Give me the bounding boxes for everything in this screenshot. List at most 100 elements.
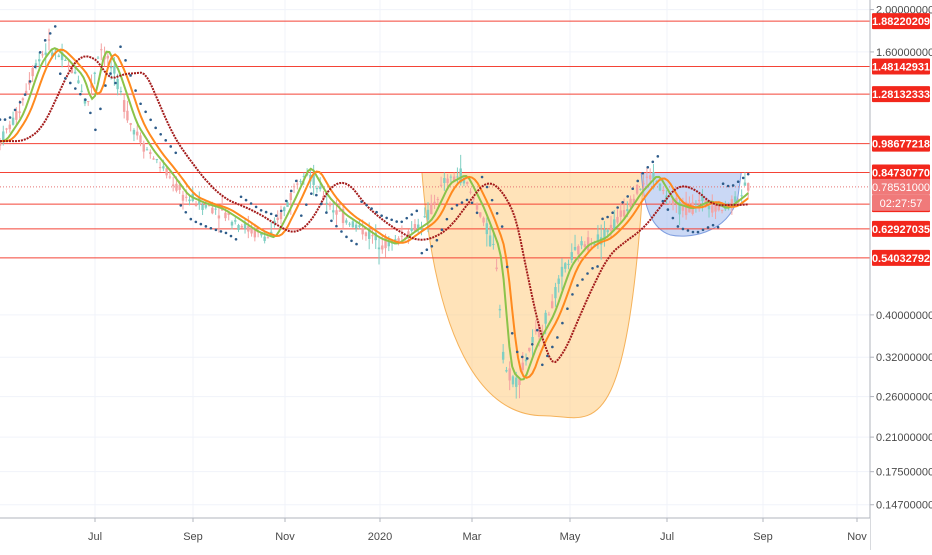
candle-body [260, 233, 263, 236]
candle-body [302, 175, 306, 177]
candle-body [328, 205, 332, 207]
psar-dot [405, 216, 409, 220]
candle-body [341, 208, 345, 224]
candle-body [73, 71, 77, 74]
level-price-label: 1.28132333 [872, 89, 930, 101]
candle-body [397, 238, 400, 243]
psar-dot [525, 357, 529, 360]
candle-body [204, 204, 208, 208]
candle-body [100, 49, 103, 51]
price-labels: 1.88220209 1.48142931 1.28132333 0.98677218… [872, 13, 931, 266]
psar-dot [239, 195, 243, 199]
psar-dot [365, 203, 368, 207]
candle-body [44, 52, 47, 55]
candle-body [312, 174, 315, 185]
psar-dot [259, 208, 263, 212]
psar-dot [721, 182, 725, 186]
psar-dot [490, 198, 494, 202]
psar-dot [43, 39, 47, 42]
psar-dot [84, 98, 87, 101]
psar-dot [726, 184, 730, 188]
psar-dot [284, 199, 288, 203]
candle-body [142, 142, 145, 152]
candle-body [616, 216, 619, 223]
psar-dot [410, 213, 414, 216]
candle-body [724, 203, 727, 210]
psar-dot [159, 132, 162, 136]
psar-dot [310, 192, 313, 195]
psar-dot [254, 205, 258, 209]
candle-body [613, 219, 616, 230]
psar-dot [566, 307, 569, 311]
psar-dot [671, 216, 675, 220]
candle-body [456, 176, 459, 178]
psar-dot [38, 51, 42, 54]
y-tick-label: 0.17500000 [876, 467, 932, 479]
candle-body [697, 199, 701, 202]
psar-dot [104, 84, 107, 87]
psar-dot [370, 207, 373, 210]
level-price-label-box [872, 164, 930, 181]
candle-body [47, 39, 51, 41]
psar-dot [174, 151, 178, 155]
time-axis-background[interactable] [0, 518, 870, 550]
psar-dot [330, 219, 333, 223]
candle-body [747, 183, 750, 191]
candle-body [318, 186, 322, 190]
candle-body [439, 184, 443, 186]
psar-dot [214, 228, 218, 232]
psar-dot [475, 211, 479, 215]
candle-body [171, 184, 175, 187]
psar-dot [48, 32, 52, 35]
psar-dot [375, 210, 378, 214]
psar-dot [390, 218, 393, 222]
psar-dot [18, 100, 22, 104]
horizontal-levels[interactable] [0, 20, 870, 259]
candle-body [201, 204, 204, 210]
psar-dot [561, 321, 564, 325]
candle-body [534, 330, 538, 332]
candle-body [384, 236, 387, 249]
candle-body [711, 205, 714, 213]
candle-body [472, 197, 475, 200]
candle-body [158, 167, 162, 169]
psar-dot [691, 230, 695, 234]
psar-dot [420, 251, 424, 255]
psar-dot [28, 80, 32, 83]
psar-dot [149, 118, 152, 122]
candle-body [351, 221, 355, 228]
candle-body [21, 98, 25, 101]
psar-dot [63, 76, 67, 80]
candle-body [622, 210, 626, 217]
candle-body [38, 59, 41, 62]
psar-dot [269, 212, 273, 216]
candle-body [459, 168, 462, 183]
level-price-label: 1.48142931 [872, 62, 930, 74]
psar-dot [119, 45, 122, 48]
candle-body [632, 198, 636, 204]
candle-body [583, 244, 587, 248]
candle-body [93, 72, 96, 74]
candle-body [96, 57, 100, 59]
candle-body [276, 217, 279, 220]
psar-dot [340, 230, 343, 233]
candle-body [188, 199, 191, 202]
candle-body [364, 232, 368, 237]
psar-dot [696, 230, 700, 234]
candle-body [648, 175, 652, 180]
psar-dot [535, 328, 539, 332]
psar-dot [299, 214, 303, 217]
candle-body [629, 198, 632, 207]
psar-dot [184, 210, 188, 214]
psar-dot [510, 331, 514, 335]
candle-body [662, 189, 665, 191]
candle-body [18, 111, 21, 114]
psar-dot [581, 278, 584, 281]
candle-body [586, 237, 590, 251]
psar-dot [651, 160, 655, 164]
bar-countdown-label: 02:27:57 [880, 198, 923, 210]
candle-body [136, 131, 139, 136]
psar-dot [666, 208, 670, 211]
